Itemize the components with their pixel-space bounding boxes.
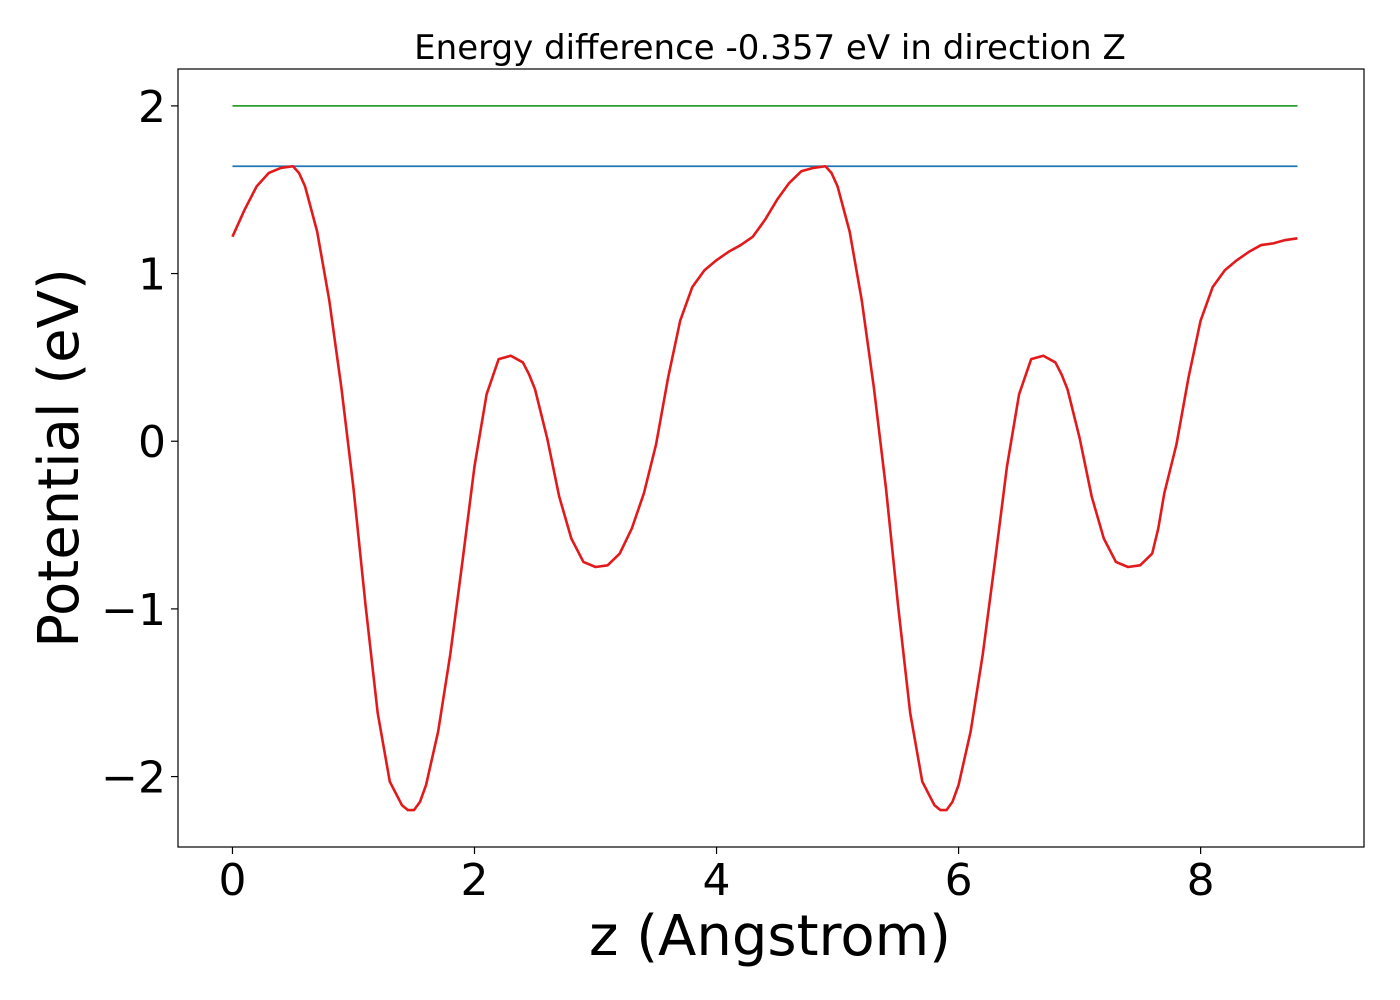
y-tick-label: −1 (101, 585, 166, 636)
series-line-2 (231, 164, 1298, 812)
y-tick-label: −2 (101, 753, 166, 804)
plot-frame (177, 68, 1365, 848)
y-axis-label: Potential (eV) (27, 268, 92, 648)
series-layer (231, 104, 1298, 812)
x-axis-label: z (Angstrom) (589, 904, 951, 969)
x-tick-label: 6 (945, 855, 973, 906)
y-tick-label: 0 (138, 417, 166, 468)
y-tick-label: 2 (138, 82, 166, 133)
x-tick-label: 4 (703, 855, 731, 906)
x-tick-label: 0 (218, 855, 246, 906)
x-tick-label: 8 (1187, 855, 1215, 906)
x-tick-label: 2 (461, 855, 489, 906)
ticks-layer: 0 2 4 6 8 −2 −1 0 1 2 (101, 82, 1214, 906)
y-tick-label: 1 (138, 250, 166, 301)
chart-title: Energy difference -0.357 eV in direction… (414, 28, 1126, 68)
